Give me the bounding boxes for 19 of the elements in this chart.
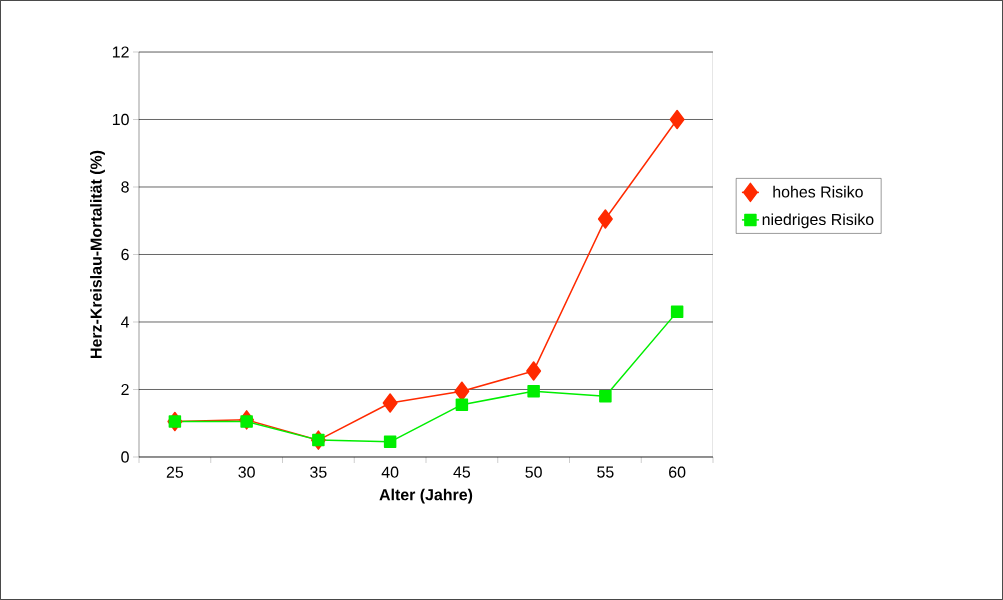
y-axis-title: Herz-Kreislau-Mortalität (%) bbox=[90, 150, 105, 358]
x-axis-title: Alter (Jahre) bbox=[379, 488, 473, 504]
x-tick-label: 35 bbox=[310, 466, 327, 478]
y-tick-label: 0 bbox=[121, 451, 129, 463]
y-tick-label: 4 bbox=[120, 316, 130, 328]
x-tick-label: 60 bbox=[669, 466, 686, 478]
y-tick-label: 12 bbox=[112, 46, 129, 58]
x-tick-label: 50 bbox=[525, 466, 542, 478]
legend-label: hohes Risiko bbox=[773, 185, 863, 198]
x-tick-label: 45 bbox=[453, 466, 471, 478]
y-tick-label: 8 bbox=[121, 181, 129, 193]
x-tick-label: 30 bbox=[238, 466, 255, 478]
x-tick-label: 55 bbox=[597, 466, 614, 478]
x-tick-label: 25 bbox=[166, 466, 184, 478]
y-tick-label: 2 bbox=[121, 383, 129, 396]
y-tick-label: 6 bbox=[121, 248, 129, 261]
legend-label: niedriges Risiko bbox=[762, 213, 874, 229]
x-tick-label: 40 bbox=[381, 466, 399, 478]
y-tick-label: 10 bbox=[112, 113, 129, 126]
